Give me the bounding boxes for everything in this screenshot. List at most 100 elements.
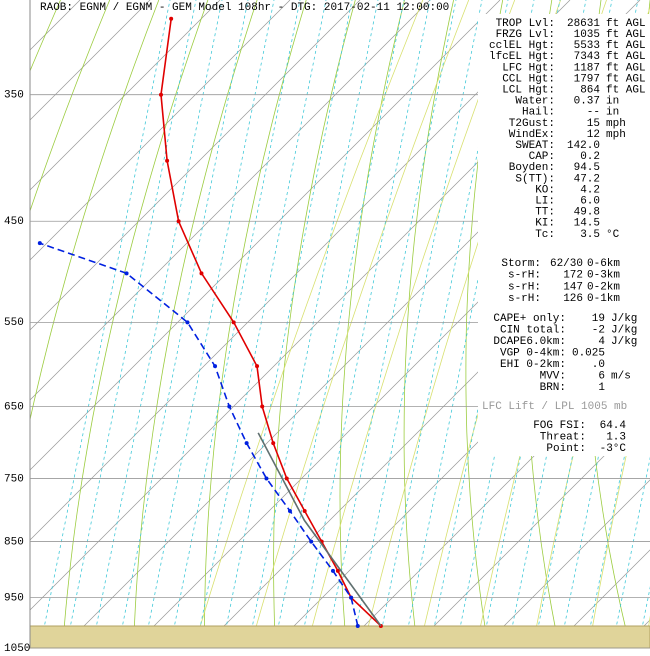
param-value: -3°C: [600, 443, 627, 455]
pressure-grid: 350 450 550 650 750 850 950 1050: [4, 90, 650, 655]
param-label: Boyden:: [509, 162, 555, 174]
param-value: 1035: [574, 29, 600, 41]
param-label: cclEL Hgt:: [489, 40, 555, 52]
isotherm: [30, 0, 151, 121]
profile-point: [244, 441, 249, 446]
param-unit: 0-1km: [587, 293, 620, 305]
param-label: SWEAT:: [515, 140, 555, 152]
y-tick-label: 1050: [4, 643, 30, 655]
param-value: 49.8: [574, 207, 600, 219]
param-unit: 0-3km: [587, 270, 620, 282]
profile-point: [355, 623, 360, 628]
param-value: 3.5: [580, 229, 600, 241]
profile-point: [158, 92, 163, 97]
param-unit: 0-2km: [587, 281, 620, 293]
param-unit: ft AGL: [606, 18, 646, 30]
param-label: VGP 0-4km:: [500, 347, 566, 359]
param-value: 14.5: [574, 218, 600, 230]
param-label: EHI 0-2km:: [500, 359, 566, 371]
profile-point: [165, 158, 170, 163]
dry-adiabat: [30, 0, 111, 213]
profile-point: [231, 320, 236, 325]
param-label: LCL Hgt:: [502, 85, 555, 97]
profile-point: [330, 568, 335, 573]
profile-point: [124, 271, 129, 276]
isotherm: [411, 409, 650, 648]
param-label: CAP:: [529, 151, 555, 163]
param-label: FOG FSI:: [533, 420, 586, 432]
param-unit: ft AGL: [606, 62, 646, 74]
param-label: KO:: [535, 184, 555, 196]
param-unit: J/kg: [611, 313, 637, 325]
param-unit: in: [606, 96, 619, 108]
mixing-ratio: [403, 0, 535, 648]
param-unit: ft AGL: [606, 85, 646, 97]
param-label: KI:: [535, 218, 555, 230]
param-value: 7343: [574, 51, 600, 63]
param-unit: in: [606, 107, 619, 119]
param-unit: m/s: [611, 370, 631, 382]
param-value: 0.37: [574, 96, 600, 108]
mixing-ratio: [143, 0, 275, 648]
param-value: 15: [587, 118, 600, 130]
param-label: s-rH:: [508, 293, 541, 305]
isotherm: [30, 0, 361, 331]
isotherm: [30, 0, 431, 401]
param-label: LI:: [535, 196, 555, 208]
param-unit: mph: [606, 129, 626, 141]
param-unit: °C: [606, 229, 620, 241]
mixing-ratio: [351, 0, 483, 648]
param-label: DCAPE6.0km:: [493, 336, 566, 348]
isotherm: [131, 129, 650, 648]
profile-point: [37, 241, 42, 246]
param-value: 47.2: [574, 173, 600, 185]
param-label: TROP Lvl:: [496, 18, 555, 30]
param-value: 6.0: [580, 196, 600, 208]
panel-bg: [478, 14, 650, 456]
y-tick-label: 950: [4, 593, 24, 605]
moist-adiabat: [252, 0, 470, 641]
panel: TROP Lvl: 28631 ft AGL FRZG Lvl: 1035 ft AGL c…: [482, 18, 646, 455]
param-value: 12: [587, 129, 600, 141]
chart-title: RAOB: EGNM / EGNM - GEM Model 108hr - DT…: [40, 2, 449, 14]
param-label: s-rH:: [508, 281, 541, 293]
param-value: 28631: [567, 18, 600, 30]
param-label: CCL Hgt:: [502, 73, 555, 85]
param-value: 0.2: [580, 151, 600, 163]
y-tick-label: 650: [4, 401, 24, 413]
profile-point: [213, 364, 218, 369]
param-label: lfcEL Hgt:: [489, 51, 555, 63]
mixing-ratio: [325, 0, 457, 648]
dry-adiabat: [62, 0, 209, 641]
param-value: 6: [598, 370, 605, 382]
param-unit: J/kg: [611, 336, 637, 348]
param-value: 62/30: [550, 258, 583, 270]
mixing-ratio: [65, 0, 197, 648]
y-tick-label: 450: [4, 216, 24, 228]
param-label: FRZG Lvl:: [496, 29, 555, 41]
dry-adiabat: [273, 0, 356, 641]
param-unit: ft AGL: [606, 29, 646, 41]
profile-line: [39, 242, 359, 627]
mixing-ratio: [611, 456, 650, 648]
isotherm: [30, 0, 291, 261]
profile-point: [227, 404, 232, 409]
param-label: CIN total:: [500, 324, 566, 336]
param-unit: ft AGL: [606, 73, 646, 85]
param-label: TT:: [535, 207, 555, 219]
profile-point: [260, 404, 265, 409]
isotherm: [30, 0, 571, 541]
mixing-ratio: [195, 0, 327, 648]
param-label: S(TT):: [515, 173, 555, 185]
y-tick-label: 850: [4, 536, 24, 548]
profile-point: [287, 509, 292, 514]
moist-adiabat: [308, 0, 516, 641]
isotherm: [341, 339, 650, 648]
moist-adiabat: [195, 0, 424, 641]
profiles: [37, 16, 383, 628]
param-value: 1: [598, 382, 605, 394]
dry-adiabat: [339, 0, 405, 641]
y-tick-label: 550: [4, 317, 24, 329]
param-unit: 0-6km: [587, 258, 620, 270]
